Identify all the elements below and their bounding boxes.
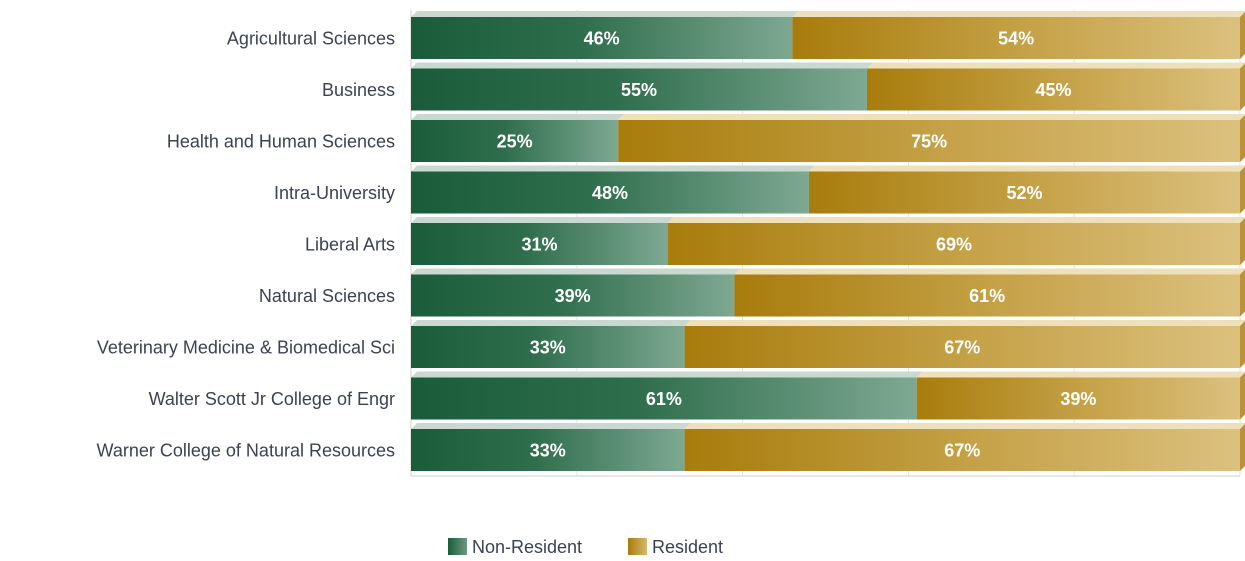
bar-side-face [1240, 218, 1245, 265]
category-label: Natural Sciences [259, 286, 395, 306]
legend-label: Non-Resident [472, 537, 582, 556]
bar-top-face [411, 268, 741, 275]
data-label: 54% [998, 29, 1034, 49]
legend-item: Non-Resident [448, 537, 582, 557]
category-label: Walter Scott Jr College of Engr [149, 389, 395, 409]
data-label: 61% [969, 286, 1005, 306]
bar-row: 46% 54% [411, 11, 1245, 59]
data-label: 55% [621, 80, 657, 100]
bar-side-face [1240, 424, 1245, 471]
legend-label: Resident [652, 537, 723, 556]
bar-top-face [411, 217, 674, 223]
bar-top-face [734, 268, 1245, 275]
bar-top-face [684, 423, 1245, 429]
category-label: Warner College of Natural Resources [97, 441, 395, 461]
legend-item: Resident [628, 537, 723, 557]
data-label: 67% [944, 338, 980, 358]
bar-resident [734, 274, 1240, 317]
bar-row: 33% 67% [411, 320, 1245, 368]
bar-top-face [618, 114, 1245, 120]
bar-row: 25% 75% [411, 114, 1245, 162]
data-label: 46% [584, 29, 620, 49]
bar-top-face [411, 165, 815, 172]
bar-resident [916, 377, 1240, 420]
category-label: Liberal Arts [305, 235, 395, 255]
data-label: 39% [1060, 389, 1096, 409]
bar-resident [618, 120, 1240, 162]
bar-row: 39% 61% [411, 268, 1245, 317]
category-label: Intra-University [274, 183, 395, 203]
data-label: 33% [530, 338, 566, 358]
bar-side-face [1240, 269, 1245, 317]
bar-non-resident [411, 274, 735, 317]
bar-non-resident [411, 429, 685, 471]
data-label: 45% [1035, 80, 1071, 100]
bar-resident [684, 326, 1240, 368]
data-label: 39% [555, 286, 591, 306]
bar-resident [684, 429, 1240, 471]
bar-row: 55% 45% [411, 62, 1245, 111]
bar-non-resident [411, 171, 809, 214]
data-label: 67% [944, 441, 980, 461]
bar-top-face [411, 62, 873, 69]
data-label: 33% [530, 441, 566, 461]
bar-row: 31% 69% [411, 217, 1245, 265]
legend: Non-Resident Resident [448, 537, 723, 557]
bar-top-face [792, 11, 1245, 17]
category-label: Veterinary Medicine & Biomedical Sci [97, 338, 395, 358]
bar-non-resident [411, 68, 867, 111]
bar-top-face [667, 217, 1245, 223]
bar-top-face [411, 423, 691, 429]
data-label: 25% [497, 132, 533, 152]
data-label: 31% [521, 235, 557, 255]
bar-non-resident [411, 120, 619, 162]
category-labels: Agricultural Sciences Business Health and … [97, 29, 395, 461]
bar-top-face [866, 62, 1245, 69]
bar-row: 48% 52% [411, 165, 1245, 214]
bar-resident [808, 171, 1240, 214]
bar-non-resident [411, 223, 668, 265]
bar-top-face [916, 371, 1245, 378]
category-label: Health and Human Sciences [167, 132, 395, 152]
bar-top-face [411, 371, 923, 378]
bar-side-face [1240, 166, 1245, 214]
bar-side-face [1240, 321, 1245, 368]
bar-side-face [1240, 372, 1245, 420]
bar-top-face [684, 320, 1245, 326]
bar-row: 61% 39% [411, 371, 1245, 420]
legend-swatch [448, 538, 467, 555]
bar-non-resident [411, 17, 793, 59]
data-label: 52% [1006, 183, 1042, 203]
bar-top-face [411, 114, 625, 120]
data-label: 48% [592, 183, 628, 203]
bar-non-resident [411, 326, 685, 368]
category-label: Business [322, 80, 395, 100]
category-label: Agricultural Sciences [227, 29, 395, 49]
data-label: 61% [646, 389, 682, 409]
bar-resident [667, 223, 1240, 265]
data-label: 75% [911, 132, 947, 152]
data-label: 69% [936, 235, 972, 255]
bar-top-face [808, 165, 1245, 172]
bar-resident [792, 17, 1240, 59]
bar-side-face [1240, 63, 1245, 111]
bar-non-resident [411, 377, 917, 420]
bars: 46% 54% 55% 45% 25% 75% 48% 52% 31% 69% 39% 61% 33% 6… [411, 11, 1245, 471]
legend-swatch [628, 538, 647, 555]
bar-top-face [411, 320, 691, 326]
bar-row: 33% 67% [411, 423, 1245, 471]
bar-top-face [411, 11, 799, 17]
bar-side-face [1240, 12, 1245, 59]
bar-side-face [1240, 115, 1245, 162]
bar-resident [866, 68, 1240, 111]
